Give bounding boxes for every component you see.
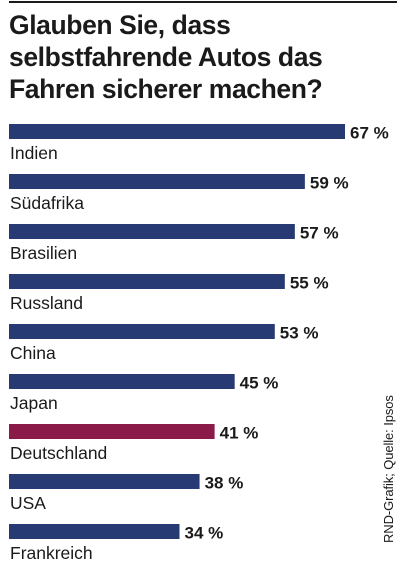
bar-brasilien <box>9 224 295 239</box>
value-label-usa: 38 % <box>205 474 244 493</box>
bar-china <box>9 324 275 339</box>
value-label-indien: 67 % <box>350 124 389 143</box>
value-label-brasilien: 57 % <box>300 224 339 243</box>
value-label-japan: 45 % <box>240 374 279 393</box>
value-label-sudafrika: 59 % <box>310 174 349 193</box>
bar-russland <box>9 274 285 289</box>
category-label-usa: USA <box>10 493 46 513</box>
value-label-russland: 55 % <box>290 274 329 293</box>
bar-usa <box>9 474 200 489</box>
category-label-sudafrika: Südafrika <box>10 193 84 213</box>
category-label-japan: Japan <box>10 393 58 413</box>
category-label-deutschland: Deutschland <box>10 443 107 463</box>
category-label-indien: Indien <box>10 143 58 163</box>
value-label-deutschland: 41 % <box>220 424 259 443</box>
value-label-frankreich: 34 % <box>185 524 224 543</box>
bar-japan <box>9 374 235 389</box>
category-label-brasilien: Brasilien <box>10 243 77 263</box>
chart-title: Glauben Sie, dass selbstfahrende Autos d… <box>9 10 323 104</box>
bar-frankreich <box>9 524 180 539</box>
category-label-russland: Russland <box>10 293 83 313</box>
source-note: RND-Grafik; Quelle: Ipsos <box>381 395 396 543</box>
bar-sudafrika <box>9 174 305 189</box>
bar-indien <box>9 124 345 139</box>
value-label-china: 53 % <box>280 324 319 343</box>
category-label-china: China <box>10 343 56 363</box>
bar-deutschland <box>9 424 215 439</box>
category-label-frankreich: Frankreich <box>10 543 93 563</box>
top-rule <box>9 1 397 3</box>
